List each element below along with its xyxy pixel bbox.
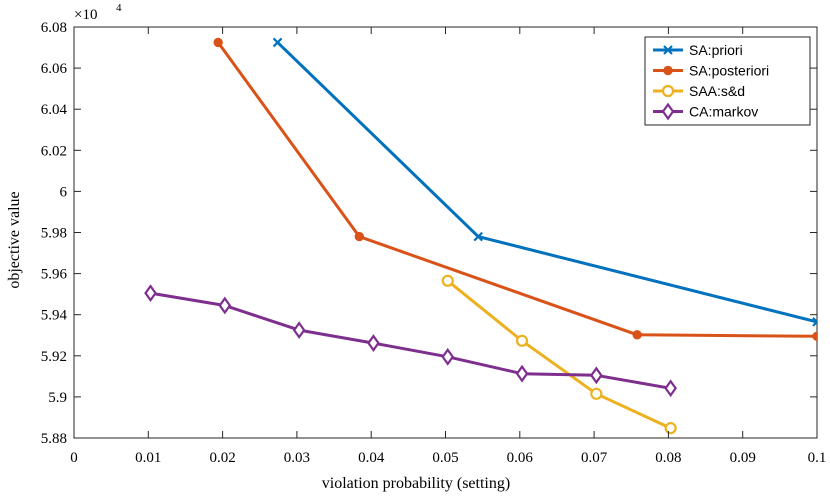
legend-marker-saa-s-d	[661, 84, 675, 98]
x-tick-label: 0.06	[507, 450, 534, 466]
y-tick-label: 5.9	[48, 390, 67, 406]
series-ca-markov	[144, 284, 677, 398]
data-point-ca-markov	[367, 334, 380, 352]
data-point-ca-markov	[515, 364, 529, 383]
data-point-ca-markov	[589, 366, 603, 385]
y-tick-label: 5.88	[41, 431, 67, 447]
data-point-sa-priori	[473, 231, 483, 242]
y-tick-label: 6	[60, 184, 68, 200]
legend-marker-ca-markov	[661, 102, 675, 121]
data-point-ca-markov	[144, 284, 157, 303]
data-point-saa-s-d	[515, 334, 529, 347]
data-point-saa-s-d	[664, 422, 677, 435]
y-tick-label: 6.04	[41, 102, 68, 118]
x-tick-label: 0.07	[581, 450, 608, 466]
y-tick-label: 6.08	[41, 20, 67, 36]
y-exponent-power: 4	[116, 2, 122, 14]
y-exponent-base: ×10	[74, 7, 97, 23]
y-tick-label: 5.96	[41, 267, 68, 283]
x-tick-label: 0.04	[358, 450, 385, 466]
series-line-saa-s-d	[446, 279, 672, 430]
x-axis-label: violation probability (setting)	[322, 475, 510, 492]
x-tick-label: 0	[70, 450, 78, 466]
data-point-ca-markov	[218, 296, 232, 315]
legend-marker-sa-posteriori	[663, 65, 673, 76]
y-tick-label: 5.94	[41, 308, 68, 324]
legend-label-sa-posteriori: SA:posteriori	[689, 63, 769, 79]
data-point-sa-posteriori	[354, 231, 365, 242]
series-sa-priori	[272, 37, 817, 327]
x-tick-label: 0.09	[730, 450, 756, 466]
x-tick-label: 0.02	[209, 450, 235, 466]
y-tick-label: 5.92	[41, 349, 67, 365]
x-tick-label: 0.1	[808, 450, 827, 466]
x-tick-label: 0.05	[432, 450, 458, 466]
legend-label-sa-priori: SA:priori	[689, 42, 743, 58]
data-point-sa-priori	[812, 317, 817, 327]
x-tick-label: 0.03	[284, 450, 310, 466]
data-point-ca-markov	[292, 321, 306, 340]
x-tick-label: 0.01	[135, 450, 161, 466]
data-point-sa-priori	[272, 37, 283, 48]
data-point-saa-s-d	[590, 387, 603, 400]
y-axis-label: objective value	[6, 191, 23, 288]
data-point-ca-markov	[441, 347, 455, 366]
legend-label-saa-s-d: SAA:s&d	[689, 83, 745, 99]
series-saa-s-d	[441, 274, 677, 435]
y-tick-label: 6.02	[41, 143, 67, 159]
data-point-ca-markov	[664, 379, 677, 398]
series-line-sa-posteriori	[216, 41, 817, 338]
legend-marker-sa-priori	[663, 45, 673, 55]
x-tick-label: 0.08	[655, 450, 681, 466]
series-line-ca-markov	[150, 291, 671, 390]
y-tick-label: 5.98	[41, 226, 67, 242]
data-point-sa-posteriori	[213, 37, 223, 48]
tick-layer: 0 0.01 0.02 0.03 0.04 0.05 0.06 0.07 0.08 0.09 0.1…	[41, 20, 827, 466]
series-sa-posteriori	[213, 37, 817, 341]
data-point-sa-posteriori	[632, 330, 642, 340]
data-point-sa-posteriori	[812, 331, 817, 341]
data-point-saa-s-d	[441, 274, 454, 287]
y-tick-label: 6.06	[41, 61, 68, 77]
legend: SA:priori SA:posteriori SAA:s&d CA:markov	[644, 36, 811, 126]
series-layer	[144, 37, 817, 435]
legend-label-ca-markov: CA:markov	[689, 104, 758, 120]
